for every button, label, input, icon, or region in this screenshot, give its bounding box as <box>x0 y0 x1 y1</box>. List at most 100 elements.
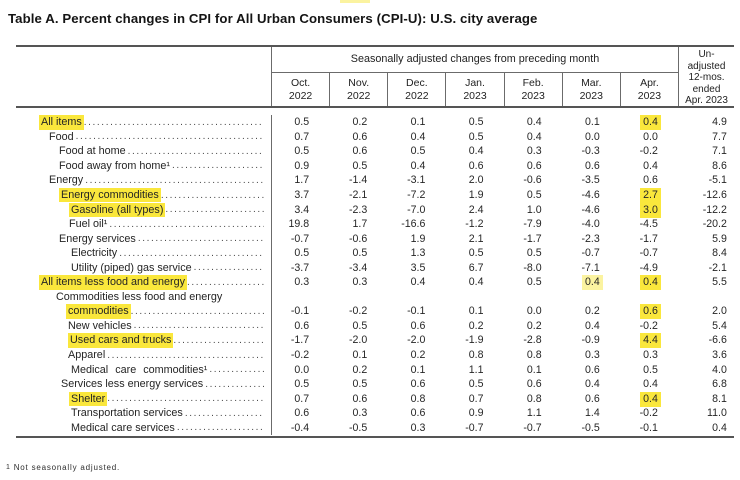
cell-month-6: 4.4 <box>621 333 679 349</box>
cell-month-4: 1.1 <box>526 407 542 420</box>
cell-month-6: -0.2 <box>639 319 658 332</box>
cell-month-5: -4.6 <box>581 203 600 216</box>
cell-month-3: -1.9 <box>465 334 484 347</box>
cell-month-2: 0.6 <box>410 407 426 420</box>
cell-month-3: 2.1 <box>468 232 484 245</box>
dot-leader: ........................................… <box>137 233 264 245</box>
cell-month-5: 0.6 <box>585 159 600 172</box>
dot-leader: ........................................… <box>109 218 264 230</box>
cell-month-6: 0.0 <box>643 130 658 143</box>
cell-month-4: 0.0 <box>526 305 542 318</box>
cell-month-0: -0.2 <box>290 349 310 362</box>
table-row: Energy services.........................… <box>16 231 734 246</box>
cell-month-6: -1.7 <box>639 232 658 245</box>
cell-month-1: 0.1 <box>352 349 368 362</box>
dot-leader: ........................................… <box>176 422 264 434</box>
cell-month-6: 0.4 <box>643 159 658 172</box>
dot-leader: ........................................… <box>184 407 264 419</box>
cell-month-6: -4.5 <box>639 218 658 231</box>
cell-month-5: 0.6 <box>585 363 600 376</box>
cell-12mo: 5.5 <box>712 276 727 289</box>
cell-12mo: 5.9 <box>712 232 727 245</box>
cell-month-2: 0.2 <box>410 349 426 362</box>
cell-month-6: -0.2 <box>639 407 658 420</box>
table-title: Table A. Percent changes in CPI for All … <box>8 11 538 26</box>
cell-month-6: 0.5 <box>643 363 658 376</box>
row-stub: Food....................................… <box>16 129 272 145</box>
row-stub: Electricity.............................… <box>16 245 272 261</box>
row-stub: Medical care commodities¹...............… <box>16 362 272 377</box>
cell-month-4: 0.5 <box>526 189 542 201</box>
cell-month-4: 0.8 <box>526 349 542 362</box>
cell-month-5: 0.0 <box>585 130 600 143</box>
dot-leader: ........................................… <box>127 145 264 157</box>
cell-month-0: 0.6 <box>294 319 310 332</box>
cell-12mo: 3.6 <box>712 349 727 362</box>
cell-month-3: 1.1 <box>468 363 484 376</box>
cell-month-1: 0.6 <box>352 392 368 405</box>
cell-12mo: -20.2 <box>702 218 727 231</box>
cell-month-5: 0.1 <box>585 116 600 129</box>
table-header: Seasonally adjusted changes from precedi… <box>16 47 734 108</box>
table-row: Food....................................… <box>16 129 734 145</box>
row-label: Used cars and trucks <box>68 333 174 348</box>
cell-month-3: 1.9 <box>468 189 484 201</box>
cell-month-1: 0.5 <box>352 247 368 260</box>
table-row: Food away from home¹....................… <box>16 158 734 174</box>
row-label: Energy services <box>59 232 136 245</box>
cell-month-6: -4.9 <box>639 261 658 274</box>
cell-month-0: -3.7 <box>290 261 310 274</box>
cell-month-4: -0.7 <box>523 421 542 434</box>
cell-month-3: -0.7 <box>465 421 484 434</box>
cell-month-0: 0.9 <box>294 159 310 172</box>
cpi-table: Seasonally adjusted changes from precedi… <box>16 45 734 438</box>
table-row: Medical care services...................… <box>16 420 734 436</box>
dot-leader: ........................................… <box>107 349 264 361</box>
row-stub: Energy services.........................… <box>16 231 272 246</box>
row-label: All items less food and energy <box>39 275 188 290</box>
cell-12mo: 4.0 <box>712 363 727 376</box>
table-row: Electricity.............................… <box>16 245 734 261</box>
row-stub: All items...............................… <box>16 115 272 130</box>
cell-month-2: -0.1 <box>407 305 426 318</box>
row-stub: Services less energy services...........… <box>16 376 272 392</box>
cell-month-1: -2.1 <box>348 189 368 201</box>
cell-month-6: 0.4 <box>643 378 658 391</box>
month-header-2: Dec. 2022 <box>388 73 447 106</box>
seasonally-adjusted-group: Seasonally adjusted changes from precedi… <box>272 47 679 106</box>
cell-month-3: 0.5 <box>468 378 484 391</box>
cell-month-4: -0.6 <box>523 174 542 187</box>
row-stub: Fuel oil¹...............................… <box>16 216 272 232</box>
dot-leader: ........................................… <box>75 131 264 143</box>
row-label: Transportation services <box>71 407 183 420</box>
cell-month-6: -0.2 <box>639 145 658 158</box>
cell-month-2: 0.1 <box>410 116 426 129</box>
table-row: Commodities less food and energy <box>16 289 734 305</box>
cell-month-0: 3.4 <box>294 203 310 216</box>
cell-month-0: 0.5 <box>294 247 310 260</box>
cell-month-3: 2.4 <box>468 203 484 216</box>
cell-month-2: 1.9 <box>410 232 426 245</box>
table-row: commodities.............................… <box>16 304 734 320</box>
cell-month-3: 0.1 <box>468 305 484 318</box>
cell-month-3: 0.5 <box>468 116 484 129</box>
table-row: Transportation services.................… <box>16 405 734 421</box>
dot-leader: ........................................… <box>83 116 264 128</box>
cell-month-5: -7.1 <box>581 261 600 274</box>
cell-12mo: 8.6 <box>712 159 727 172</box>
cell-month-0: 1.7 <box>294 174 310 187</box>
table-row: Used cars and trucks....................… <box>16 333 734 349</box>
row-stub: Food away from home¹....................… <box>16 158 272 174</box>
cell-month-3: 6.7 <box>468 261 484 274</box>
month-header-4: Feb. 2023 <box>505 73 563 106</box>
cell-12mo: -12.2 <box>702 203 727 216</box>
cell-month-0: -0.7 <box>290 232 310 245</box>
cell-month-4: 0.5 <box>526 247 542 260</box>
cell-month-0: 19.8 <box>288 218 310 231</box>
cell-12mo: -12.6 <box>702 189 727 201</box>
cell-month-4: 1.0 <box>526 203 542 216</box>
cell-month-2: -7.0 <box>407 203 426 216</box>
cell-month-2: 0.4 <box>410 130 426 143</box>
cell-month-2: -2.0 <box>407 334 426 347</box>
cell-month-3: 0.9 <box>468 407 484 420</box>
